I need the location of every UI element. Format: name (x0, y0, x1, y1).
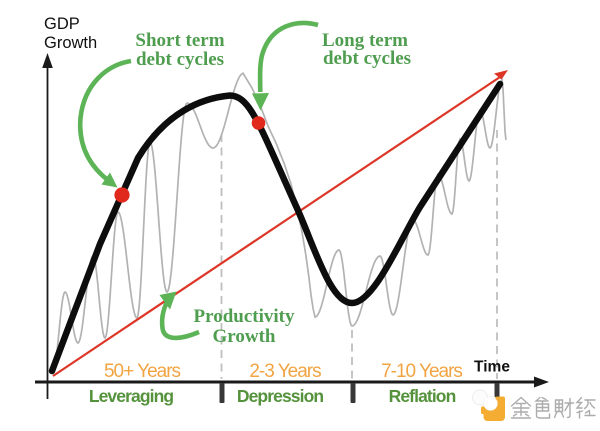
svg-text:7-10 Years: 7-10 Years (381, 361, 462, 382)
svg-text:debt cycles: debt cycles (323, 48, 411, 69)
svg-text:Productivity: Productivity (194, 306, 295, 327)
svg-text:Time: Time (474, 359, 510, 376)
svg-text:Depression: Depression (237, 386, 324, 406)
svg-text:Leveraging: Leveraging (89, 386, 174, 406)
svg-text:Long term: Long term (322, 30, 408, 51)
svg-text:50+ Years: 50+ Years (104, 361, 181, 382)
svg-text:GDP: GDP (44, 15, 80, 33)
svg-text:Growth: Growth (213, 326, 276, 347)
svg-text:Reflation: Reflation (389, 386, 456, 406)
svg-text:Short term: Short term (135, 30, 224, 51)
svg-text:Growth: Growth (44, 34, 97, 52)
svg-text:2-3 Years: 2-3 Years (249, 361, 321, 382)
svg-text:debt cycles: debt cycles (136, 49, 224, 70)
